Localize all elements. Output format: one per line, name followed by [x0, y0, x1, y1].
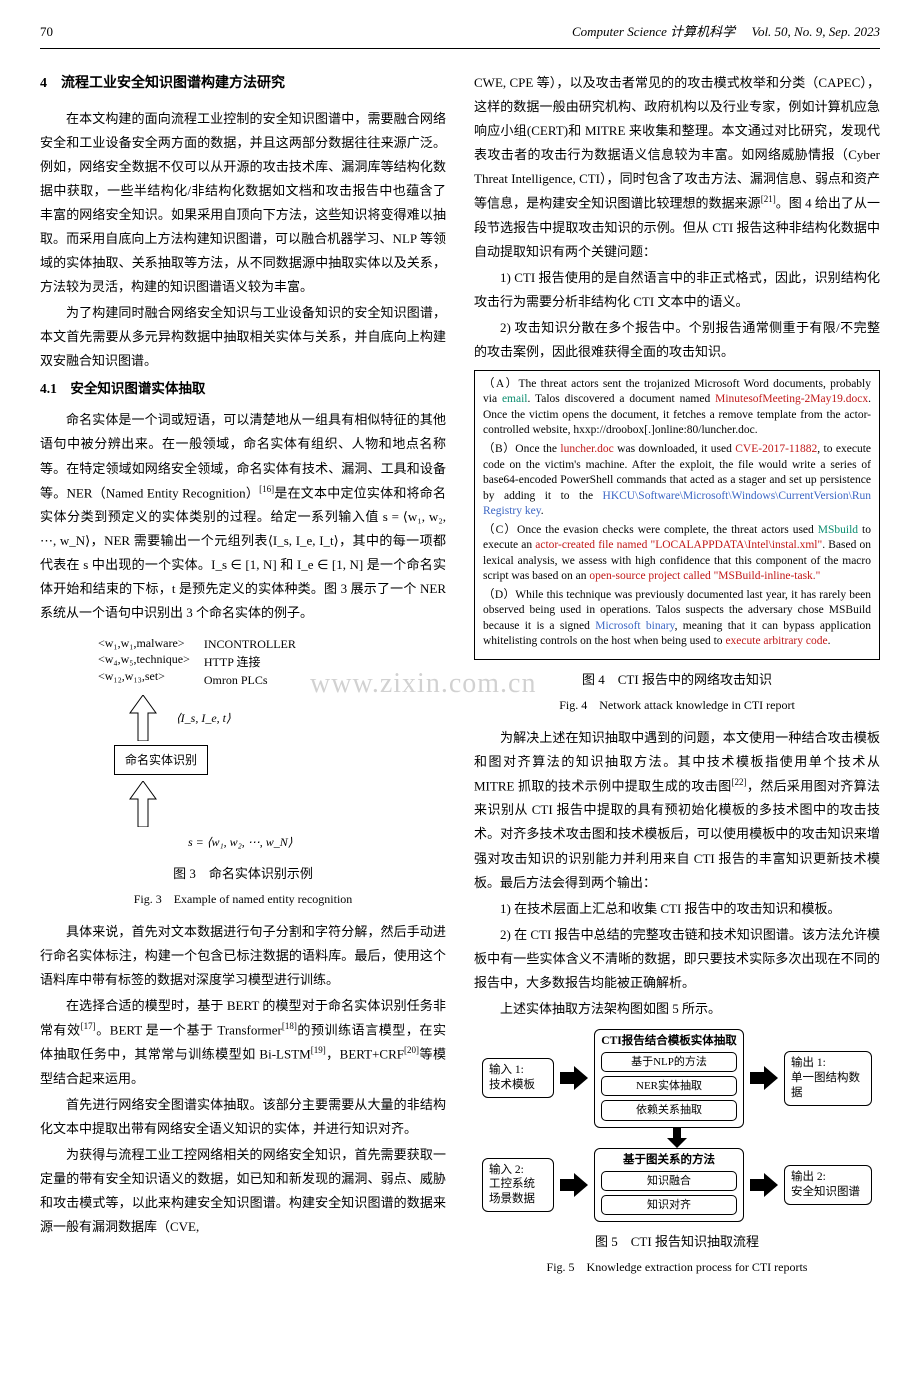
section4-para1: 在本文构建的面向流程工业控制的安全知识图谱中，需要融合网络安全和工业设备安全两方…	[40, 107, 446, 299]
fig5-caption-cn: 图 5 CTI 报告知识抽取流程	[474, 1230, 880, 1254]
fig5-output2: 输出 2: 安全知识图谱	[784, 1165, 872, 1205]
arrow-right-icon	[560, 1066, 588, 1090]
fig3-label-2: HTTP 连接	[204, 653, 296, 671]
fig3-label-3: Omron PLCs	[204, 671, 296, 689]
fig5-arrow-down	[482, 1128, 872, 1148]
volume-info: Vol. 50, No. 9, Sep. 2023	[751, 24, 880, 39]
fig4-section-a: （A）The threat actors sent the trojanized…	[483, 377, 871, 439]
fig5-g1-item1: 基于NLP的方法	[601, 1052, 737, 1072]
figure-3: <w₁,w₁,malware> <w₄,w₅,technique> <w₁₂,w…	[98, 635, 388, 853]
after-fig3-para1: 具体来说，首先对文本数据进行句子分割和字符分解，然后手动进行命名实体标注，构建一…	[40, 920, 446, 992]
fig4-caption-cn: 图 4 CTI 报告中的网络攻击知识	[474, 668, 880, 692]
fig5-caption-en: Fig. 5 Knowledge extraction process for …	[474, 1256, 880, 1278]
fig3-tuple-2: <w₄,w₅,technique>	[98, 651, 190, 667]
after-fig3-para2: 在选择合适的模型时，基于 BERT 的模型对于命名实体识别任务非常有效[17]。…	[40, 994, 446, 1091]
fig3-s-expression: s = ⟨w₁, w₂, ⋯, w_N⟩	[188, 831, 388, 853]
fig5-g1-item2: NER实体抽取	[601, 1076, 737, 1096]
fig3-labels: INCONTROLLER HTTP 连接 Omron PLCs	[204, 635, 296, 689]
fig3-arrow-lower	[128, 781, 158, 827]
fig5-group1: CTI报告结合模板实体抽取 基于NLP的方法 NER实体抽取 依赖关系抽取	[594, 1029, 744, 1128]
fig5-group2: 基于图关系的方法 知识融合 知识对齐	[594, 1148, 744, 1223]
left-column: 4 流程工业安全知识图谱构建方法研究 在本文构建的面向流程工业控制的安全知识图谱…	[40, 71, 446, 1288]
fig5-input2: 输入 2: 工控系统 场景数据	[482, 1158, 554, 1213]
page-header: 70 Computer Science 计算机科学 Vol. 50, No. 9…	[40, 20, 880, 49]
fig3-tuple-1: <w₁,w₁,malware>	[98, 635, 190, 651]
fig3-label-1: INCONTROLLER	[204, 635, 296, 653]
fig3-caption-cn: 图 3 命名实体识别示例	[40, 862, 446, 886]
two-column-layout: 4 流程工业安全知识图谱构建方法研究 在本文构建的面向流程工业控制的安全知识图谱…	[40, 71, 880, 1288]
page-number: 70	[40, 20, 53, 44]
arrow-right-icon	[750, 1173, 778, 1197]
col2-para1: CWE, CPE 等），以及攻击者常见的的攻击模式枚举和分类（CAPEC），这样…	[474, 71, 880, 264]
fig3-tuple-3: <w₁₂,w₁₃,set>	[98, 668, 190, 684]
fig4-section-b: （B）Once the luncher.doc was downloaded, …	[483, 442, 871, 520]
arrow-right-icon	[560, 1173, 588, 1197]
col2-item1: 1) CTI 报告使用的是自然语言中的非正式格式，因此，识别结构化攻击行为需要分…	[474, 266, 880, 314]
fig3-arrow-upper	[128, 695, 158, 741]
subsection-4-1-title: 4.1 安全知识图谱实体抽取	[40, 377, 446, 402]
after-fig3-para3: 首先进行网络安全图谱实体抽取。该部分主要需要从大量的非结构化文本中提取出带有网络…	[40, 1093, 446, 1141]
journal-info: Computer Science 计算机科学 Vol. 50, No. 9, S…	[572, 20, 880, 44]
figure-5: 输入 1: 技术模板 CTI报告结合模板实体抽取 基于NLP的方法 NER实体抽…	[482, 1029, 872, 1222]
fig5-g1-item3: 依赖关系抽取	[601, 1100, 737, 1120]
arrow-right-icon	[750, 1066, 778, 1090]
after-fig3-para4: 为获得与流程工业工控网络相关的网络安全知识，首先需要获取一定量的带有安全知识语义…	[40, 1143, 446, 1239]
fig4-section-d: （D）While this technique was previously d…	[483, 588, 871, 650]
section-4-title: 4 流程工业安全知识图谱构建方法研究	[40, 71, 446, 97]
col2b-item2: 2) 在 CTI 报告中总结的完整攻击链和技术知识图谱。该方法允许模板中有一些实…	[474, 923, 880, 995]
col2b-para2: 上述实体抽取方法架构图如图 5 所示。	[474, 997, 880, 1021]
fig3-arrow-label: ⟨I_s, I_e, t⟩	[176, 707, 231, 729]
section4-para2: 为了构建同时融合网络安全知识与工业设备知识的安全知识图谱，本文首先需要从多元异构…	[40, 301, 446, 373]
subsection41-para1: 命名实体是一个词或短语，可以清楚地从一组具有相似特征的其他语句中被分辨出来。在一…	[40, 408, 446, 625]
fig5-input1: 输入 1: 技术模板	[482, 1058, 554, 1098]
col2b-para1: 为解决上述在知识抽取中遇到的问题，本文使用一种结合攻击模板和图对齐算法的知识抽取…	[474, 726, 880, 895]
fig3-caption-en: Fig. 3 Example of named entity recogniti…	[40, 888, 446, 910]
col2-item2: 2) 攻击知识分散在多个报告中。个别报告通常侧重于有限/不完整的攻击案例，因此很…	[474, 316, 880, 364]
fig4-section-c: （C）Once the evasion checks were complete…	[483, 523, 871, 585]
fig4-caption-en: Fig. 4 Network attack knowledge in CTI r…	[474, 694, 880, 716]
fig3-tuples: <w₁,w₁,malware> <w₄,w₅,technique> <w₁₂,w…	[98, 635, 190, 689]
col2b-item1: 1) 在技术层面上汇总和收集 CTI 报告中的攻击知识和模板。	[474, 897, 880, 921]
journal-title-en: Computer Science	[572, 24, 667, 39]
fig5-output1: 输出 1: 单一图结构数据	[784, 1051, 872, 1106]
fig5-g2-item1: 知识融合	[601, 1171, 737, 1191]
fig5-g2-item2: 知识对齐	[601, 1195, 737, 1215]
fig3-ner-box: 命名实体识别	[114, 745, 208, 775]
journal-title-cn: 计算机科学	[670, 24, 735, 39]
figure-4: （A）The threat actors sent the trojanized…	[474, 370, 880, 660]
right-column: CWE, CPE 等），以及攻击者常见的的攻击模式枚举和分类（CAPEC），这样…	[474, 71, 880, 1288]
